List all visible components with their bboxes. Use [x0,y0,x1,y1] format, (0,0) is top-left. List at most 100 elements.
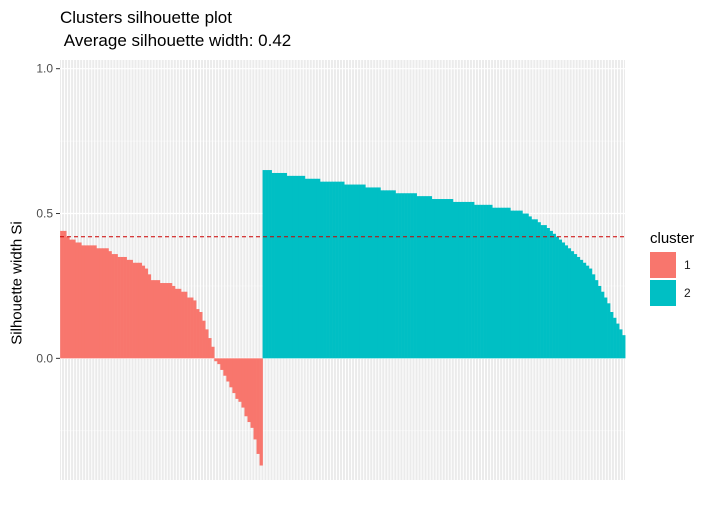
silhouette-bar-cluster-1 [217,358,221,365]
silhouette-bar-cluster-1 [156,280,161,359]
silhouette-bar-cluster-2 [546,228,550,359]
silhouette-bar-cluster-1 [102,248,106,359]
legend-item-2: 2 [650,279,694,307]
silhouette-bar-cluster-1 [205,329,209,359]
silhouette-bar-cluster-2 [295,175,300,359]
silhouette-bar-cluster-1 [75,242,79,359]
silhouette-bar-cluster-1 [126,259,130,359]
silhouette-bar-cluster-1 [226,358,230,382]
silhouette-bar-cluster-2 [386,190,390,359]
silhouette-bar-cluster-1 [193,300,197,359]
silhouette-bar-cluster-2 [380,190,384,359]
silhouette-bar-cluster-2 [458,201,463,359]
silhouette-bar-cluster-2 [531,219,535,359]
silhouette-bar-cluster-2 [389,190,393,359]
silhouette-bar-cluster-1 [244,358,248,417]
silhouette-bar-cluster-2 [271,172,275,359]
silhouette-bar-cluster-2 [374,187,378,359]
silhouette-bar-cluster-2 [356,184,360,359]
silhouette-bar-cluster-2 [452,201,457,359]
silhouette-bar-cluster-2 [383,190,387,359]
silhouette-bar-cluster-1 [232,358,236,394]
silhouette-bar-cluster-2 [392,190,396,359]
y-tick-label: 1.0 [36,62,53,76]
silhouette-bar-cluster-2 [600,291,605,359]
silhouette-bar-cluster-1 [141,265,146,359]
silhouette-bar-cluster-2 [504,207,508,359]
silhouette-bar-cluster-2 [407,193,411,359]
silhouette-bar-cluster-2 [446,199,451,359]
silhouette-bar-cluster-2 [329,181,333,359]
silhouette-bar-cluster-2 [576,256,581,359]
silhouette-bar-cluster-2 [401,193,405,359]
silhouette-bar-cluster-1 [84,245,88,359]
silhouette-bar-cluster-2 [462,201,466,359]
silhouette-bar-cluster-2 [310,178,315,359]
silhouette-bar-cluster-1 [66,236,70,359]
silhouette-bar-cluster-2 [344,184,348,359]
silhouette-bar-cluster-1 [256,358,260,454]
silhouette-bar-cluster-2 [616,323,620,359]
silhouette-bar-cluster-2 [564,245,569,359]
silhouette-bar-cluster-2 [610,312,614,359]
silhouette-bar-cluster-1 [132,262,136,359]
silhouette-bar-cluster-2 [353,184,357,359]
silhouette-bar-cluster-2 [543,225,547,359]
silhouette-bar-cluster-2 [404,193,408,359]
silhouette-bar-cluster-2 [326,181,330,359]
silhouette-bar-cluster-2 [585,265,590,359]
silhouette-bar-cluster-1 [135,262,140,359]
silhouette-bar-cluster-2 [471,201,475,359]
silhouette-bars [60,170,626,466]
silhouette-bar-cluster-2 [280,172,285,359]
silhouette-bar-cluster-2 [274,172,278,359]
silhouette-bar-cluster-2 [359,184,363,359]
silhouette-bar-cluster-2 [422,196,427,359]
silhouette-bar-cluster-1 [235,358,239,399]
silhouette-bar-cluster-2 [316,178,321,359]
silhouette-bar-cluster-2 [588,268,593,359]
silhouette-bar-cluster-2 [604,297,608,359]
silhouette-bar-cluster-1 [105,248,109,359]
silhouette-bar-cluster-1 [138,262,143,359]
silhouette-bar-cluster-2 [567,248,572,359]
silhouette-bar-cluster-1 [147,274,152,359]
silhouette-bar-cluster-2 [277,172,282,359]
silhouette-bar-cluster-2 [507,207,511,359]
silhouette-bar-cluster-1 [165,283,170,359]
silhouette-bar-cluster-1 [159,283,164,359]
silhouette-bar-cluster-2 [425,196,430,359]
silhouette-bar-cluster-1 [117,256,121,359]
y-tick-label: 0.0 [36,351,53,365]
silhouette-bar-cluster-2 [440,199,445,359]
silhouette-bar-cluster-2 [335,181,339,359]
silhouette-bar-cluster-2 [525,213,529,359]
silhouette-bar-cluster-2 [419,196,424,359]
silhouette-bar-cluster-1 [162,283,167,359]
silhouette-bar-cluster-2 [510,210,514,359]
silhouette-bar-cluster-2 [516,210,520,359]
chart-subtitle: Average silhouette width: 0.42 [60,31,292,50]
silhouette-bar-cluster-1 [190,297,194,359]
silhouette-bar-cluster-2 [561,242,566,359]
silhouette-bar-cluster-2 [465,201,469,359]
silhouette-bar-cluster-2 [468,201,472,359]
silhouette-bar-cluster-2 [298,175,303,359]
silhouette-bar-cluster-1 [250,358,254,428]
silhouette-bar-cluster-2 [449,199,454,359]
silhouette-bar-cluster-2 [528,216,532,359]
silhouette-bar-cluster-2 [540,225,544,359]
silhouette-bar-cluster-2 [283,172,288,359]
silhouette-bar-cluster-1 [184,291,188,359]
y-axis: 0.0 0.5 1.0 [36,62,60,365]
silhouette-bar-cluster-1 [174,288,179,359]
silhouette-bar-cluster-2 [347,184,351,359]
silhouette-bar-cluster-1 [181,291,185,359]
silhouette-bar-cluster-2 [428,196,433,359]
silhouette-bar-cluster-1 [69,239,73,359]
silhouette-bar-cluster-2 [431,199,436,359]
silhouette-bar-cluster-1 [238,358,242,402]
silhouette-bar-cluster-2 [416,196,420,359]
